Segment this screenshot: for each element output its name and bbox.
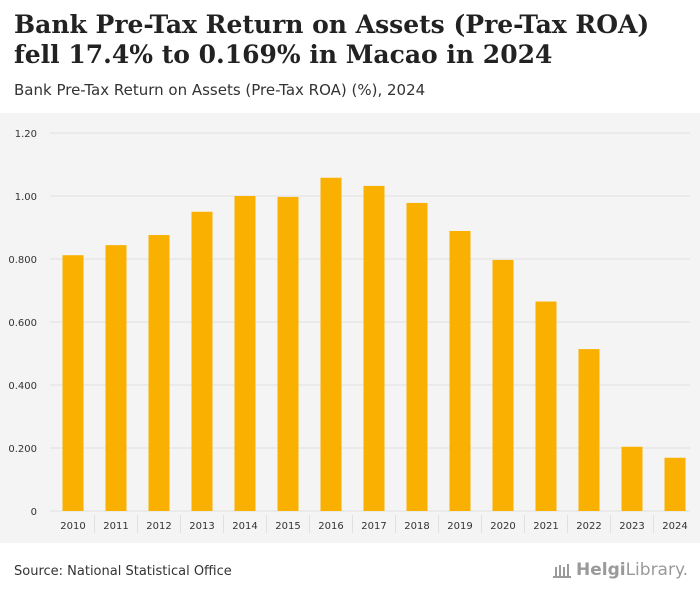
x-tick-label: 2019 xyxy=(447,521,472,532)
bar-2022[interactable] xyxy=(578,349,600,511)
x-tick-label: 2023 xyxy=(619,521,644,532)
x-tick-label: 2024 xyxy=(662,521,687,532)
bar-2017[interactable] xyxy=(363,185,385,512)
logo-text: HelgiLibrary. xyxy=(576,560,688,580)
source-note: Source: National Statistical Office xyxy=(14,564,232,579)
x-tick-label: 2015 xyxy=(275,521,300,532)
y-tick-label: 1.00 xyxy=(15,192,37,203)
bar-2014[interactable] xyxy=(234,196,256,511)
x-tick-label: 2021 xyxy=(533,521,558,532)
x-tick-label: 2022 xyxy=(576,521,601,532)
x-tick-label: 2017 xyxy=(361,521,386,532)
x-axis-ticks: 2010 2011 2012 2013 2014 2015 2016 2017 2018 2019… xyxy=(60,515,688,533)
x-tick-label: 2016 xyxy=(318,521,343,532)
bar-2021[interactable] xyxy=(535,301,557,511)
y-tick-label: 0.400 xyxy=(8,381,37,392)
bar-2024[interactable] xyxy=(664,457,686,511)
x-tick-label: 2013 xyxy=(189,521,214,532)
bar-2010[interactable] xyxy=(62,255,84,511)
bar-2018[interactable] xyxy=(406,202,428,511)
bar-2012[interactable] xyxy=(148,235,170,511)
chart-title: Bank Pre-Tax Return on Assets (Pre-Tax R… xyxy=(14,10,650,69)
x-tick-label: 2012 xyxy=(146,521,171,532)
helgi-library-logo[interactable]: HelgiLibrary. xyxy=(552,560,688,580)
y-tick-label: 1.20 xyxy=(15,129,37,140)
bar-2011[interactable] xyxy=(105,245,127,511)
bar-2023[interactable] xyxy=(621,446,643,511)
y-tick-label: 0.800 xyxy=(8,255,37,266)
logo-brand: Helgi xyxy=(575,560,626,580)
bar-2015[interactable] xyxy=(277,196,299,511)
y-tick-label: 0.600 xyxy=(8,318,37,329)
bar-2016[interactable] xyxy=(320,177,342,512)
x-tick-label: 2018 xyxy=(404,521,429,532)
x-tick-label: 2014 xyxy=(232,521,257,532)
y-tick-label: 0 xyxy=(31,507,37,518)
bar-2019[interactable] xyxy=(449,230,471,511)
x-tick-label: 2010 xyxy=(60,521,85,532)
bars xyxy=(62,177,686,512)
y-tick-label: 0.200 xyxy=(8,444,37,455)
x-tick-label: 2011 xyxy=(103,521,128,532)
bar-2020[interactable] xyxy=(492,259,514,511)
library-building-icon xyxy=(552,564,571,578)
x-tick-label: 2020 xyxy=(490,521,515,532)
chart-subtitle: Bank Pre-Tax Return on Assets (Pre-Tax R… xyxy=(14,81,426,99)
y-axis-ticks: 0 0.200 0.400 0.600 0.800 1.00 1.20 xyxy=(8,129,37,518)
logo-suffix: Library. xyxy=(625,560,688,580)
bar-2013[interactable] xyxy=(191,211,213,511)
